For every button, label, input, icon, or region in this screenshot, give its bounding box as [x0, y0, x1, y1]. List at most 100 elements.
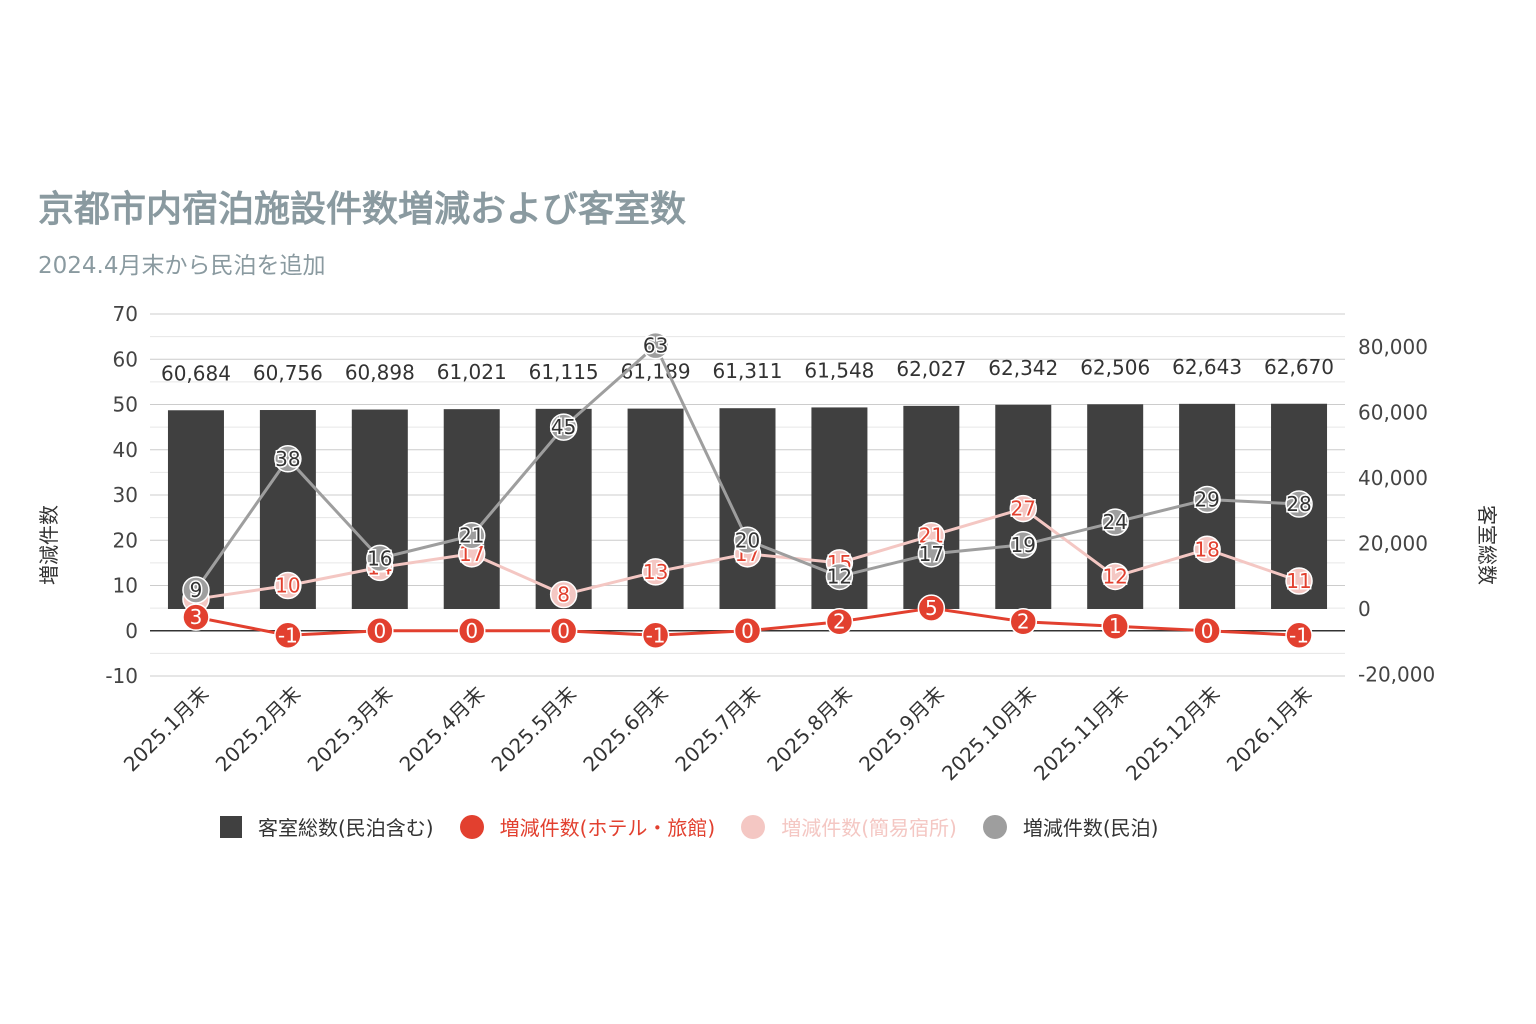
data-point: [1285, 621, 1313, 650]
data-label: 28: [1286, 492, 1311, 516]
right-tick-label: 80,000: [1358, 335, 1428, 359]
data-point: [733, 617, 762, 645]
data-label: 0: [373, 619, 386, 643]
data-point: [641, 621, 670, 650]
x-tick-label: 2025.8月末: [762, 682, 857, 777]
bar-value-label: 62,027: [896, 357, 966, 381]
data-label: 24: [1102, 510, 1127, 534]
data-label: 13: [643, 560, 668, 584]
data-point: [1101, 562, 1129, 591]
data-label: -1: [278, 623, 298, 647]
data-label: 17: [919, 542, 944, 566]
legend-item-hotel[interactable]: 増減件数(ホテル・旅館): [459, 812, 715, 841]
right-tick-label: -20,000: [1358, 663, 1435, 687]
data-point: [274, 445, 302, 473]
x-tick-label: 2025.9月末: [854, 682, 949, 777]
bar-value-label: 61,115: [529, 360, 599, 384]
data-label: 16: [367, 546, 392, 570]
right-tick-label: 60,000: [1358, 401, 1428, 425]
data-label: 9: [190, 578, 203, 602]
x-tick-label: 2025.5月末: [486, 682, 581, 777]
left-axis-title: 増減件数: [37, 505, 61, 585]
data-label: 10: [275, 574, 300, 598]
bar: [167, 410, 224, 609]
data-point: [1193, 485, 1221, 514]
data-point: [917, 540, 946, 568]
data-point: [1009, 494, 1038, 523]
data-label: 19: [1011, 533, 1036, 557]
data-label: 12: [827, 564, 852, 588]
x-tick-label: 2025.10月末: [937, 682, 1041, 786]
data-label: 29: [1194, 488, 1219, 512]
left-tick-label: 10: [113, 574, 138, 598]
data-label: 12: [1102, 564, 1127, 588]
data-point: [1285, 567, 1313, 595]
right-tick-label: 40,000: [1358, 466, 1428, 490]
data-point: [549, 413, 578, 441]
left-tick-label: 70: [113, 302, 138, 326]
data-label: 38: [275, 447, 300, 471]
legend-item-rooms[interactable]: 客室総数(民泊含む): [220, 812, 434, 841]
data-point: [641, 558, 670, 586]
left-tick-label: 0: [125, 619, 138, 643]
legend-item-minpaku[interactable]: 増減件数(民泊): [982, 812, 1159, 841]
chart-title: 京都市内宿泊施設件数増減および客室数: [38, 189, 687, 230]
data-point: [457, 521, 486, 550]
bar-value-label: 60,898: [345, 361, 415, 385]
chart-subtitle: 2024.4月末から民泊を追加: [38, 253, 326, 279]
data-point: [549, 580, 578, 609]
legend-item-simple[interactable]: 増減件数(簡易宿所): [741, 812, 957, 841]
legend-swatch-simple: [741, 814, 766, 839]
data-label: 18: [1194, 537, 1219, 561]
data-label: 0: [1201, 619, 1214, 643]
data-label: 21: [459, 524, 484, 548]
right-axis-title: 客室総数: [1475, 505, 1499, 585]
legend-label-simple: 増減件数(簡易宿所): [781, 816, 957, 840]
left-tick-label: 40: [113, 438, 138, 462]
x-tick-label: 2025.3月末: [303, 682, 398, 777]
data-label: -1: [646, 623, 666, 647]
data-point: [1193, 617, 1221, 645]
data-point: [825, 562, 854, 591]
data-point: [274, 571, 302, 600]
data-label: 27: [1011, 497, 1036, 521]
data-point: [549, 617, 578, 645]
data-label: 20: [735, 528, 760, 552]
bar-value-label: 61,189: [621, 360, 691, 384]
right-tick-label: 20,000: [1358, 532, 1428, 556]
data-point: [366, 544, 394, 573]
left-tick-label: 60: [113, 347, 138, 371]
data-point: [182, 603, 210, 631]
bar: [535, 408, 592, 609]
bar-value-label: 61,021: [437, 360, 507, 384]
bar: [903, 405, 960, 609]
data-point: [641, 331, 670, 360]
bar-value-label: 61,311: [713, 359, 783, 383]
x-tick-label: 2025.4月末: [395, 682, 490, 777]
data-label: 0: [465, 619, 478, 643]
data-point: [274, 621, 302, 650]
legend-label-minpaku: 増減件数(民泊): [1022, 816, 1159, 840]
data-point: [917, 594, 946, 622]
data-label: 0: [557, 619, 570, 643]
data-label: 0: [741, 619, 754, 643]
data-label: 1: [1109, 614, 1122, 638]
x-tick-label: 2026.1月末: [1222, 682, 1317, 777]
chart-legend: 客室総数(民泊含む) 増減件数(ホテル・旅館) 増減件数(簡易宿所) 増減件数(…: [220, 812, 1184, 841]
data-point: [1009, 531, 1038, 559]
x-tick-label: 2025.7月末: [670, 682, 765, 777]
x-tick-label: 2025.6月末: [578, 682, 673, 777]
legend-label-rooms: 客室総数(民泊含む): [258, 816, 434, 840]
legend-swatch-rooms: [220, 815, 242, 838]
left-tick-label: 30: [113, 483, 138, 507]
bar: [443, 409, 500, 609]
right-tick-label: 0: [1358, 597, 1371, 621]
x-tick-label: 2025.12月末: [1121, 682, 1225, 786]
data-point: [733, 526, 762, 554]
legend-swatch-minpaku: [982, 814, 1007, 839]
data-label: 45: [551, 415, 576, 439]
data-point: [1285, 490, 1313, 518]
data-point: [1009, 607, 1038, 636]
data-point: [1101, 508, 1129, 536]
